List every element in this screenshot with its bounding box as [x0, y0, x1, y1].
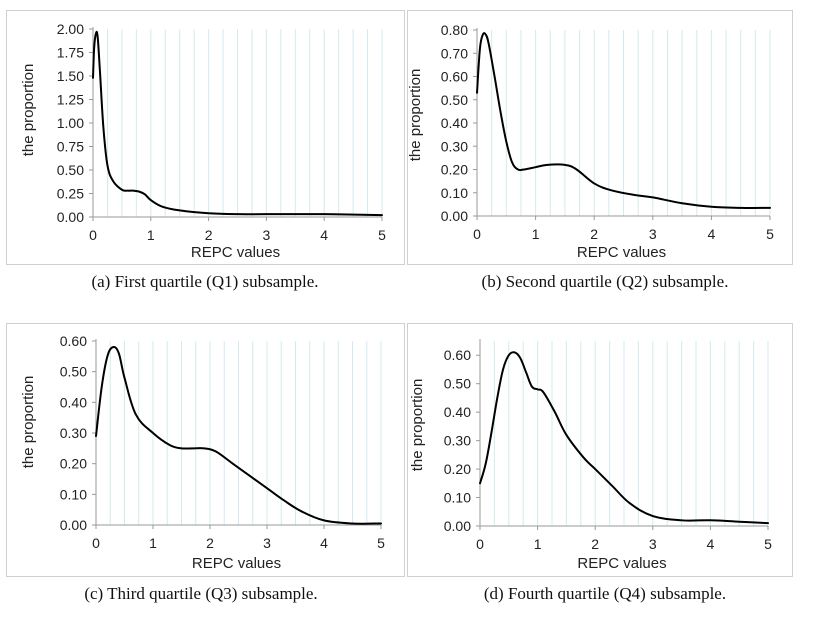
x-tick-label: 2 [591, 536, 599, 552]
caption-q4: (d) Fourth quartile (Q4) subsample. [483, 584, 727, 603]
x-tick-label: 0 [476, 536, 484, 552]
chart-frame-q3 [6, 323, 405, 577]
chart-q1: 0.00 0.25 0.50 0.75 1.00 1.25 1.50 1.75 2.00 0 1 2 3… [0, 0, 406, 268]
gridlines [95, 341, 382, 525]
y-tick-label: 0.30 [60, 425, 87, 441]
x-tick-label: 0 [89, 227, 97, 243]
gridlines [92, 29, 383, 217]
x-tick-label: 3 [649, 226, 657, 242]
y-tick-label: 0.50 [60, 364, 87, 380]
chart-frame-q4 [407, 323, 793, 577]
y-tick-label: 0.00 [60, 517, 87, 533]
y-axis-title: the proportion [20, 376, 37, 469]
x-tick-label: 4 [707, 536, 715, 552]
x-axis-title: REPC values [191, 244, 280, 261]
y-tick-label: 1.75 [57, 45, 84, 61]
x-tick-label: 2 [206, 535, 214, 551]
caption-q3: (c) Third quartile (Q3) subsample. [84, 584, 318, 603]
y-axis-title: the proportion [20, 64, 37, 157]
x-tick-label: 5 [764, 536, 772, 552]
series-line [479, 351, 769, 525]
y-tick-label: 0.20 [444, 461, 471, 477]
x-tick-label: 4 [708, 226, 716, 242]
x-tick-label: 0 [92, 535, 100, 551]
y-tick-label: 0.40 [60, 394, 87, 410]
x-tick-label: 3 [263, 535, 271, 551]
y-tick-label: 0.10 [441, 185, 468, 201]
y-tick-label: 0.00 [444, 518, 471, 534]
chart-q3-svg: 0.00 0.10 0.20 0.30 0.40 0.50 0.60 0 1 2 3 4 5 REPC v… [20, 333, 385, 572]
y-tick-label: 0.80 [441, 22, 468, 38]
x-axis-title: REPC values [192, 555, 281, 572]
y-tick-label: 0.60 [444, 347, 471, 363]
x-tick-label: 5 [766, 226, 774, 242]
chart-frame-q2 [407, 10, 793, 265]
y-tick-label: 0.20 [441, 162, 468, 178]
y-tick-label: 0.30 [441, 138, 468, 154]
y-axis-title: the proportion [407, 69, 424, 162]
x-tick-label: 0 [473, 226, 481, 242]
x-tick-label: 1 [534, 536, 542, 552]
y-tick-label: 0.50 [444, 376, 471, 392]
chart-q2-svg: 0.00 0.10 0.20 0.30 0.40 0.50 0.60 0.70 0.80 0 1 2 3… [407, 22, 774, 261]
x-axis-title: REPC values [577, 555, 666, 572]
y-tick-label: 0.20 [60, 456, 87, 472]
y-tick-label: 0.00 [441, 208, 468, 224]
series-line [476, 32, 771, 209]
y-tick-label: 0.10 [60, 486, 87, 502]
series-line [95, 346, 382, 525]
x-tick-label: 1 [147, 227, 155, 243]
chart-q4-svg: 0.00 0.10 0.20 0.30 0.40 0.50 0.60 0 1 2 3 4 5 REPC v… [409, 339, 772, 572]
y-tick-label: 0.60 [60, 333, 87, 349]
y-tick-label: 0.50 [441, 92, 468, 108]
y-tick-label: 0.40 [444, 404, 471, 420]
x-tick-label: 4 [320, 535, 328, 551]
x-tick-label: 2 [205, 227, 213, 243]
y-tick-label: 0.70 [441, 45, 468, 61]
y-tick-label: 2.00 [57, 21, 84, 37]
x-tick-label: 1 [149, 535, 157, 551]
chart-frame-q1 [6, 10, 405, 265]
series-line [92, 30, 383, 217]
x-tick-label: 1 [532, 226, 540, 242]
x-tick-label: 5 [377, 535, 385, 551]
chart-q1-svg: 0.00 0.25 0.50 0.75 1.00 1.25 1.50 1.75 2.00 0 1 2 3… [20, 21, 386, 261]
y-tick-label: 1.00 [57, 115, 84, 131]
x-tick-label: 3 [649, 536, 657, 552]
x-tick-label: 5 [378, 227, 386, 243]
chart-q4: 0.00 0.10 0.20 0.30 0.40 0.50 0.60 0 1 2 3 4 5 REPC v… [406, 0, 813, 617]
x-tick-label: 4 [320, 227, 328, 243]
chart-q2: 0.00 0.10 0.20 0.30 0.40 0.50 0.60 0.70 0.80 0 1 2 3… [406, 0, 813, 268]
chart-q3: 0.00 0.10 0.20 0.30 0.40 0.50 0.60 0 1 2 3 4 5 REPC v… [0, 0, 406, 617]
y-tick-label: 0.60 [441, 69, 468, 85]
y-axis-title: the proportion [409, 379, 426, 472]
y-tick-label: 1.25 [57, 92, 84, 108]
y-tick-label: 0.75 [57, 139, 84, 155]
x-axis-title: REPC values [577, 244, 666, 261]
y-tick-label: 0.10 [444, 490, 471, 506]
caption-q1: (a) First quartile (Q1) subsample. [91, 272, 319, 291]
y-tick-label: 0.00 [57, 209, 84, 225]
y-tick-label: 0.50 [57, 162, 84, 178]
y-tick-label: 0.25 [57, 186, 84, 202]
y-tick-label: 0.30 [444, 433, 471, 449]
x-tick-label: 3 [263, 227, 271, 243]
x-tick-label: 2 [590, 226, 598, 242]
y-tick-label: 0.40 [441, 115, 468, 131]
y-tick-label: 1.50 [57, 68, 84, 84]
caption-q2: (b) Second quartile (Q2) subsample. [481, 272, 729, 291]
